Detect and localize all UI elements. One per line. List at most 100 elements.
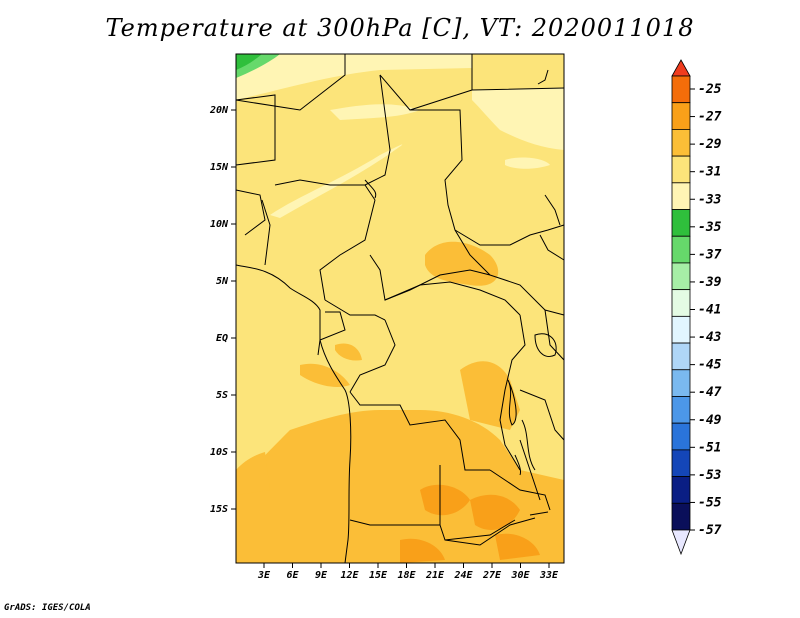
lon-tick-label: 33E	[539, 570, 559, 581]
lat-tick-label: 20N	[209, 105, 229, 116]
colorbar-segment	[671, 342, 691, 371]
colorbar-label: -47	[698, 385, 722, 400]
colorbar-label: -41	[698, 303, 721, 318]
lat-tick-label: 15N	[210, 162, 229, 173]
lon-tick-label: 15E	[369, 570, 388, 581]
colorbar-label: -51	[698, 440, 721, 455]
lon-tick-label: 9E	[315, 570, 328, 581]
colorbar-segment	[671, 422, 691, 451]
lat-tick-label: 10N	[210, 219, 229, 230]
field-warm-east	[460, 361, 520, 430]
colorbar: -25 -27 -29 -31 -33 -35 -37 -39 -41 -43 -45 -47 -49 -…	[671, 59, 722, 556]
border-car-drc	[384, 281, 521, 316]
border-algeria-libya	[235, 54, 346, 111]
border-niger-nigeria	[274, 179, 376, 201]
border-sudan-southsudan	[454, 224, 565, 246]
border-chad-sudan	[410, 109, 491, 276]
lon-tick-label: 30E	[510, 570, 530, 581]
colorbar-segment	[671, 102, 691, 130]
field-cold-corner-dark	[236, 54, 262, 70]
border-zimbabwe	[444, 517, 536, 546]
colorbar-segment	[671, 235, 691, 264]
colorbar-label: -27	[698, 110, 722, 125]
field-warm-southwest	[236, 452, 270, 495]
lon-tick-label: 3E	[257, 570, 271, 581]
colorbar-segment	[671, 502, 691, 531]
red-sea-coast	[537, 69, 549, 85]
border-burkina	[235, 189, 266, 236]
lake-kivu	[514, 454, 521, 476]
colorbar-segment	[671, 396, 691, 424]
colorbar-segment	[671, 209, 691, 237]
coastlines	[235, 69, 557, 564]
border-gabon	[317, 311, 346, 356]
colorbar-label: -31	[698, 165, 721, 180]
lon-tick-label: 12E	[340, 570, 359, 581]
field-hot-spot-3	[400, 538, 445, 563]
lake-mweru	[529, 511, 549, 516]
colorbar-segment	[671, 315, 691, 344]
temperature-field	[236, 54, 564, 563]
colorbar-label: -49	[698, 413, 722, 428]
border-drc-angola	[349, 391, 490, 471]
colorbar-segment	[671, 289, 691, 317]
map-title: Temperature at 300hPa [C], VT: 202001101…	[105, 14, 695, 42]
border-drc-uganda	[499, 314, 526, 471]
field-hot-spot-4	[495, 533, 540, 560]
field-hot-spot-1	[420, 484, 470, 516]
colorbar-label: -53	[698, 468, 722, 483]
colorbar-label: -37	[698, 247, 722, 262]
lake-victoria	[507, 379, 517, 426]
border-congo-drc	[349, 319, 396, 393]
lon-tick-label: 18E	[397, 570, 416, 581]
lon-tick-label: 6E	[286, 570, 299, 581]
lat-tick-label: EQ	[216, 333, 228, 344]
border-chad-car	[369, 254, 491, 301]
field-hot-spot-2	[470, 494, 520, 530]
border-angola-namibia	[349, 519, 516, 541]
border-cameroon-congo	[324, 299, 386, 321]
border-sudan-eritrea	[544, 194, 561, 226]
coast-gulf-of-guinea	[235, 264, 352, 564]
lat-tick-label: 5N	[216, 276, 229, 287]
colorbar-segment	[671, 449, 691, 477]
colorbar-label: -55	[698, 495, 722, 510]
colorbar-label: -43	[698, 330, 722, 345]
field-light-streak-2	[330, 104, 420, 120]
border-southsudan-east	[489, 274, 565, 316]
field-light-patch	[505, 157, 550, 169]
map-frame	[235, 53, 565, 564]
lon-tick-label: 24E	[453, 570, 473, 581]
colorbar-label: -35	[698, 220, 722, 235]
colorbar-label: -57	[698, 523, 722, 538]
border-ethiopia	[539, 234, 565, 261]
colorbar-segment	[671, 262, 691, 291]
colorbar-segment	[671, 182, 691, 210]
field-light-north-band	[236, 54, 472, 100]
border-nigeria-cameroon	[319, 199, 376, 301]
colorbar-label: -33	[698, 192, 722, 207]
border-east-kenya	[544, 309, 565, 361]
field-warm-small-west	[300, 363, 350, 387]
border-tanzania	[519, 389, 565, 441]
borders	[235, 54, 565, 546]
colorbar-segment	[671, 369, 691, 397]
field-light-streak-1	[270, 144, 403, 218]
field-warm-small-congo	[335, 343, 362, 361]
lake-tanganyika	[521, 419, 536, 471]
lake-chad	[364, 179, 377, 199]
colorbar-label: -39	[698, 275, 722, 290]
colorbar-label: -29	[698, 137, 722, 152]
colorbar-segment	[671, 155, 691, 184]
colorbar-top-arrow	[671, 59, 691, 77]
border-zambia-mozambique	[489, 469, 551, 511]
colorbar-segment	[671, 129, 691, 157]
lake-albert	[534, 333, 557, 357]
border-benin	[261, 199, 271, 266]
lon-tick-label: 21E	[425, 570, 445, 581]
field-light-northeast	[472, 88, 564, 150]
colorbar-segment	[671, 75, 691, 104]
border-malawi	[519, 439, 541, 501]
colorbar-bottom-arrow	[671, 529, 691, 556]
